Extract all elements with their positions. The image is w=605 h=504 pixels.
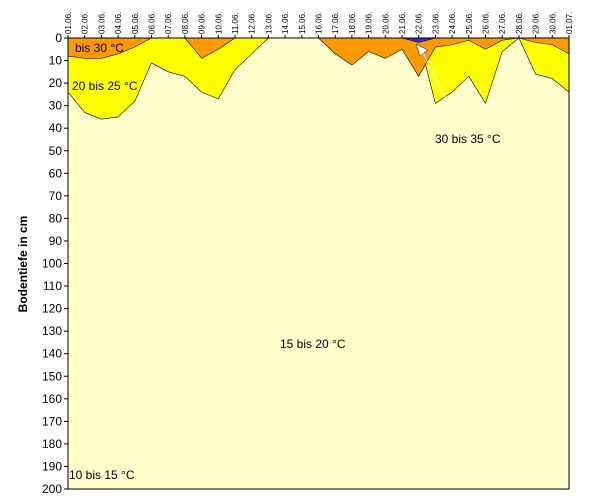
y-tick-label: 180: [42, 437, 62, 451]
y-tick-label: 130: [42, 324, 62, 338]
x-tick-label: 28.06.: [515, 12, 524, 34]
x-tick-label: 25.06.: [465, 12, 474, 34]
y-tick-label: 20: [49, 76, 63, 90]
x-tick-label: 27.06.: [498, 12, 507, 34]
x-tick-label: 14.06.: [281, 12, 290, 34]
x-tick-label: 12.06.: [248, 12, 257, 34]
x-tick-label: 20.06.: [381, 12, 390, 34]
x-tick-label: 30.06.: [548, 12, 557, 34]
x-tick-label: 03.06.: [97, 12, 106, 34]
x-tick-label: 18.06.: [348, 12, 357, 34]
y-tick-label: 40: [49, 121, 63, 135]
y-tick-label: 150: [42, 369, 62, 383]
annotation-30-35: 30 bis 35 °C: [435, 132, 501, 146]
y-tick-label: 190: [42, 459, 62, 473]
x-tick-label: 29.06.: [532, 12, 541, 34]
x-tick-label: 16.06.: [315, 12, 324, 34]
x-tick-label: 23.06.: [431, 12, 440, 34]
zone-10-bis-15-c-0: [68, 38, 569, 489]
y-axis-label: Bodentiefe in cm: [16, 216, 30, 313]
annotation-arrow-line: [419, 46, 463, 132]
x-tick-label: 24.06.: [448, 12, 457, 34]
x-tick-label: 17.06.: [331, 12, 340, 34]
x-tick-label: 19.06.: [365, 12, 374, 34]
x-tick-label: 08.06.: [181, 12, 190, 34]
x-tick-label: 07.06.: [164, 12, 173, 34]
y-tick-label: 100: [42, 257, 62, 271]
x-tick-label: 22.06.: [415, 12, 424, 34]
x-tick-label: 05.06.: [131, 12, 140, 34]
x-tick-label: 06.06.: [148, 12, 157, 34]
x-tick-label: 15.06.: [298, 12, 307, 34]
x-tick-label: 13.06.: [264, 12, 273, 34]
y-tick-label: 200: [42, 482, 62, 496]
x-tick-label: 01.06.: [64, 12, 73, 34]
x-tick-label: 04.06.: [114, 12, 123, 34]
y-tick-label: 120: [42, 302, 62, 316]
zone-annotations: bis 30 °C 20 bis 25 °C 30 bis 35 °C 15 b…: [69, 41, 501, 482]
y-axis: 0 10 20 30 40 50 60 70 80 90 100 110 120 130 140 150 160…: [42, 31, 68, 496]
y-tick-label: 90: [49, 234, 63, 248]
x-tick-label: 21.06.: [398, 12, 407, 34]
x-tick-label: 11.06.: [231, 12, 240, 34]
plot-area: [67, 37, 570, 490]
y-tick-label: 80: [49, 211, 63, 225]
x-tick-label: 02.06.: [81, 12, 90, 34]
x-tick-label: 10.06.: [214, 12, 223, 34]
y-tick-label: 30: [49, 99, 63, 113]
x-tick-label: 09.06.: [198, 12, 207, 34]
y-tick-label: 140: [42, 347, 62, 361]
y-tick-label: 160: [42, 392, 62, 406]
y-tick-label: 70: [49, 189, 63, 203]
x-axis: 01.06. 02.06. 03.06. 04.06. 05.06. 06.06. 07.0…: [64, 12, 574, 38]
y-tick-label: 110: [43, 279, 62, 293]
y-tick-label: 50: [49, 144, 63, 158]
annotation-10-15: 10 bis 15 °C: [69, 468, 135, 482]
y-tick-label: 170: [42, 414, 62, 428]
x-tick-label: 01.07.: [565, 12, 574, 34]
y-tick-label: 60: [49, 166, 63, 180]
y-tick-label: 0: [55, 31, 62, 45]
x-tick-label: 26.06.: [482, 12, 491, 34]
annotation-bis-30: bis 30 °C: [75, 41, 124, 55]
annotation-20-25: 20 bis 25 °C: [72, 79, 138, 93]
annotation-15-20: 15 bis 20 °C: [280, 337, 346, 351]
y-tick-label: 10: [49, 54, 63, 68]
annotation-arrow-head: [415, 43, 429, 57]
